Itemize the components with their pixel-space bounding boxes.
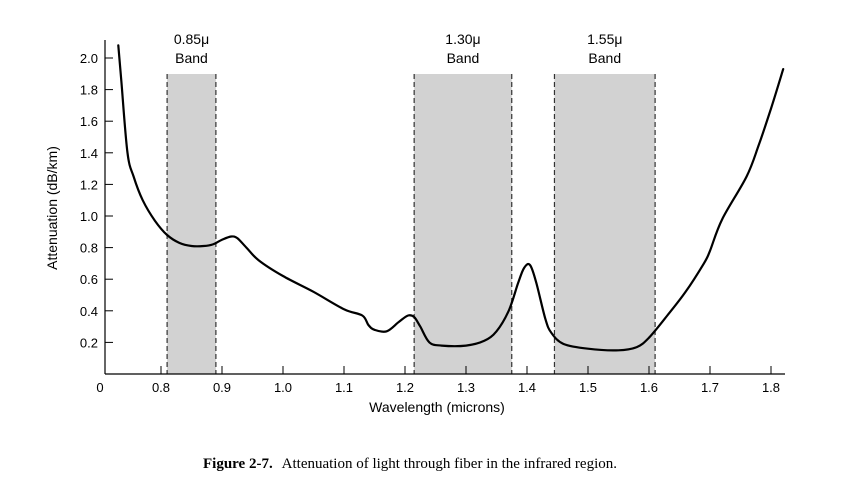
y-tick-label: 2.0 [80,51,98,66]
y-tick-label: 1.4 [80,146,98,161]
y-tick-label: 1.6 [80,114,98,129]
y-tick-label: 1.2 [80,177,98,192]
band-label-0-line1: 0.85μ [174,31,209,47]
band-region-2 [554,74,656,374]
x-tick-label: 1.7 [701,380,719,395]
band-label-1-line2: Band [447,50,480,66]
figure-caption-text: Attenuation of light through fiber in th… [282,456,617,472]
axes [104,40,785,375]
x-tick-label: 1.5 [579,380,597,395]
band-label-0-line2: Band [175,50,208,66]
bands-layer: 0.85μ Band 1.30μ Band 1.55μ Band [166,31,656,374]
x-tick-label: 1.2 [396,380,414,395]
series-line-0 [117,44,785,352]
x-ticks: 0 0.8 0.9 1.0 1.1 1.2 1.3 1.4 1.5 1.6 1.7 1.8 [96,366,780,395]
band-region-0 [167,74,216,374]
band-label-2-line1: 1.55μ [587,31,622,47]
band-region-1 [414,74,512,374]
x-tick-label: 1.1 [335,380,353,395]
x-tick-label: 1.8 [762,380,780,395]
x-tick-label: 1.0 [274,380,292,395]
band-label-1-line1: 1.30μ [445,31,480,47]
y-axis-label: Attenuation (dB/km) [44,146,60,270]
x-tick-label: 1.4 [518,380,536,395]
y-tick-label: 0.8 [80,241,98,256]
y-tick-label: 1.8 [80,83,98,98]
x-tick-label: 0.9 [213,380,231,395]
x-tick-label: 0 [96,380,103,395]
x-tick-label: 1.3 [457,380,475,395]
y-tick-label: 0.4 [80,304,98,319]
y-tick-label: 0.6 [80,272,98,287]
figure-caption-label: Figure 2-7. [203,456,273,472]
x-axis-label: Wavelength (microns) [369,399,505,415]
x-tick-label: 0.8 [152,380,170,395]
y-tick-label: 0.2 [80,335,98,350]
y-tick-label: 1.0 [80,209,98,224]
series-layer [117,44,785,352]
y-ticks: 0.2 0.4 0.6 0.8 1.0 1.2 1.4 1.6 1.8 2.0 [80,51,113,350]
x-tick-label: 1.6 [640,380,658,395]
figure-caption: Figure 2-7. Attenuation of light through… [203,456,617,472]
band-label-2-line2: Band [588,50,621,66]
